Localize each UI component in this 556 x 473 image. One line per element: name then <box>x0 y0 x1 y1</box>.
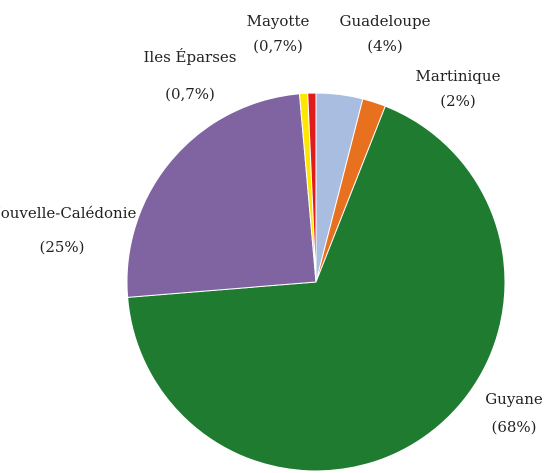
slice-value-label: (68%) <box>491 418 536 436</box>
pie-slice <box>127 105 506 472</box>
slice-label: Guadeloupe <box>339 12 430 30</box>
slice-label: Guyane <box>485 390 543 408</box>
pie-slice <box>126 93 317 298</box>
slice-value-label: (2%) <box>440 92 476 110</box>
slice-label: Martinique <box>416 67 501 85</box>
slice-label: Iles Éparses <box>143 48 236 66</box>
pie-slice <box>307 92 317 283</box>
slice-label: Nouvelle-Calédonie <box>0 204 137 222</box>
slice-value-label: (25%) <box>39 238 84 256</box>
slice-value-label: (0,7%) <box>253 37 303 55</box>
slice-label: Mayotte <box>247 12 310 30</box>
slice-value-label: (0,7%) <box>165 85 215 103</box>
slice-value-label: (4%) <box>367 37 403 55</box>
